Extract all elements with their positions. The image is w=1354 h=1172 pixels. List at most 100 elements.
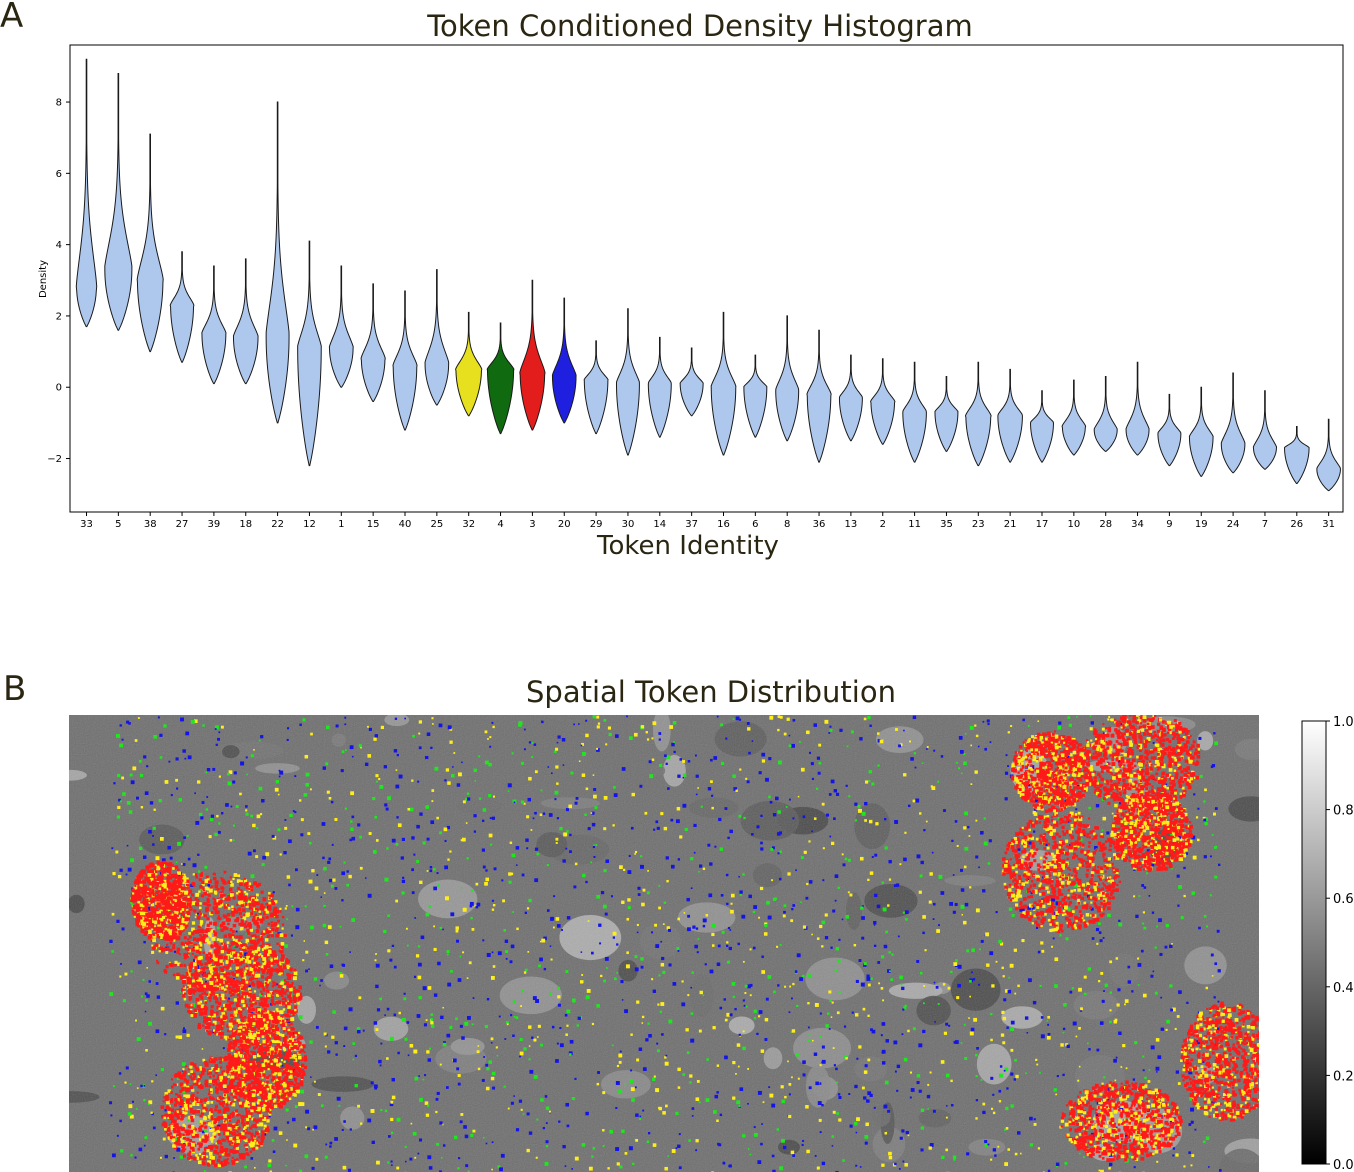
token-pixel <box>187 755 192 760</box>
token-pixel <box>460 1113 464 1116</box>
violin-40 <box>392 290 418 431</box>
token-pixel <box>219 961 223 966</box>
token-pixel <box>300 1102 305 1106</box>
token-pixel <box>232 824 235 827</box>
token-pixel <box>930 785 933 788</box>
token-pixel <box>513 801 516 804</box>
token-pixel <box>968 1017 970 1019</box>
violin-10 <box>1061 379 1087 456</box>
token-pixel <box>199 1120 203 1124</box>
token-pixel <box>205 909 208 913</box>
token-pixel <box>1127 980 1131 984</box>
token-pixel <box>185 877 189 881</box>
token-pixel <box>460 839 463 842</box>
token-pixel <box>134 1156 137 1159</box>
token-pixel <box>251 936 255 940</box>
token-pixel <box>212 767 216 771</box>
token-pixel <box>280 994 284 998</box>
token-pixel <box>236 979 239 982</box>
token-pixel <box>256 814 261 819</box>
token-pixel <box>175 757 179 761</box>
token-pixel <box>286 875 291 879</box>
token-pixel <box>888 1151 892 1156</box>
token-pixel <box>747 1068 750 1070</box>
token-pixel <box>248 999 253 1003</box>
token-pixel <box>258 1002 263 1007</box>
token-pixel <box>662 970 666 974</box>
token-pixel <box>687 914 691 918</box>
token-pixel <box>262 948 265 952</box>
token-pixel <box>293 990 297 994</box>
token-pixel <box>799 741 801 743</box>
token-pixel <box>591 811 595 815</box>
token-pixel <box>367 1118 372 1123</box>
token-pixel <box>160 949 164 953</box>
token-pixel <box>1122 1044 1126 1048</box>
token-pixel <box>769 1093 774 1098</box>
token-pixel <box>234 973 237 976</box>
token-pixel <box>1198 1075 1202 1079</box>
token-pixel <box>672 982 677 986</box>
token-pixel <box>626 951 629 954</box>
token-pixel <box>868 819 873 824</box>
token-pixel <box>226 986 229 989</box>
token-pixel <box>990 1038 993 1042</box>
token-pixel <box>1014 1152 1018 1156</box>
token-pixel <box>167 1136 172 1140</box>
token-pixel <box>866 974 870 978</box>
token-pixel <box>666 926 670 930</box>
token-pixel <box>1065 937 1069 941</box>
token-pixel <box>240 919 244 923</box>
token-pixel <box>1097 922 1101 925</box>
token-pixel <box>946 1105 948 1107</box>
token-pixel <box>928 900 932 904</box>
token-pixel <box>1104 983 1108 987</box>
token-pixel <box>199 934 202 937</box>
token-pixel <box>861 1086 865 1090</box>
token-pixel <box>242 943 246 947</box>
token-pixel <box>168 962 172 966</box>
token-pixel <box>1128 1155 1131 1158</box>
token-pixel <box>806 882 809 886</box>
token-pixel <box>191 893 195 897</box>
token-pixel <box>500 1153 505 1158</box>
token-pixel <box>887 904 890 907</box>
token-pixel <box>111 847 114 850</box>
token-pixel <box>587 827 591 831</box>
token-pixel <box>228 1022 233 1027</box>
token-pixel <box>783 1145 787 1150</box>
token-pixel <box>512 1034 515 1038</box>
token-pixel <box>136 796 139 800</box>
token-pixel <box>283 991 287 995</box>
token-pixel <box>393 965 397 969</box>
token-pixel <box>677 1144 681 1148</box>
token-pixel <box>621 1129 625 1133</box>
token-pixel <box>904 1004 907 1007</box>
token-pixel <box>636 923 639 927</box>
token-pixel <box>227 961 232 966</box>
token-pixel <box>226 953 229 956</box>
token-pixel <box>484 1024 488 1029</box>
token-pixel <box>901 986 905 991</box>
token-pixel <box>175 1035 179 1039</box>
token-pixel <box>797 795 800 798</box>
token-pixel <box>222 1014 226 1018</box>
token-pixel <box>191 1129 196 1133</box>
token-pixel <box>737 942 740 946</box>
token-pixel <box>855 1013 859 1017</box>
token-pixel <box>1142 1055 1145 1058</box>
token-pixel <box>205 1022 209 1026</box>
token-pixel <box>659 763 663 767</box>
token-pixel <box>263 1132 267 1136</box>
token-pixel <box>148 980 151 983</box>
token-pixel <box>593 794 597 799</box>
token-pixel <box>634 967 639 972</box>
token-pixel <box>439 926 442 930</box>
token-pixel <box>751 740 754 742</box>
token-pixel <box>1062 1027 1066 1031</box>
token-pixel <box>257 951 261 955</box>
token-pixel <box>998 1089 1002 1093</box>
token-pixel <box>173 1119 177 1124</box>
token-pixel <box>865 780 869 784</box>
token-pixel <box>531 1036 534 1039</box>
